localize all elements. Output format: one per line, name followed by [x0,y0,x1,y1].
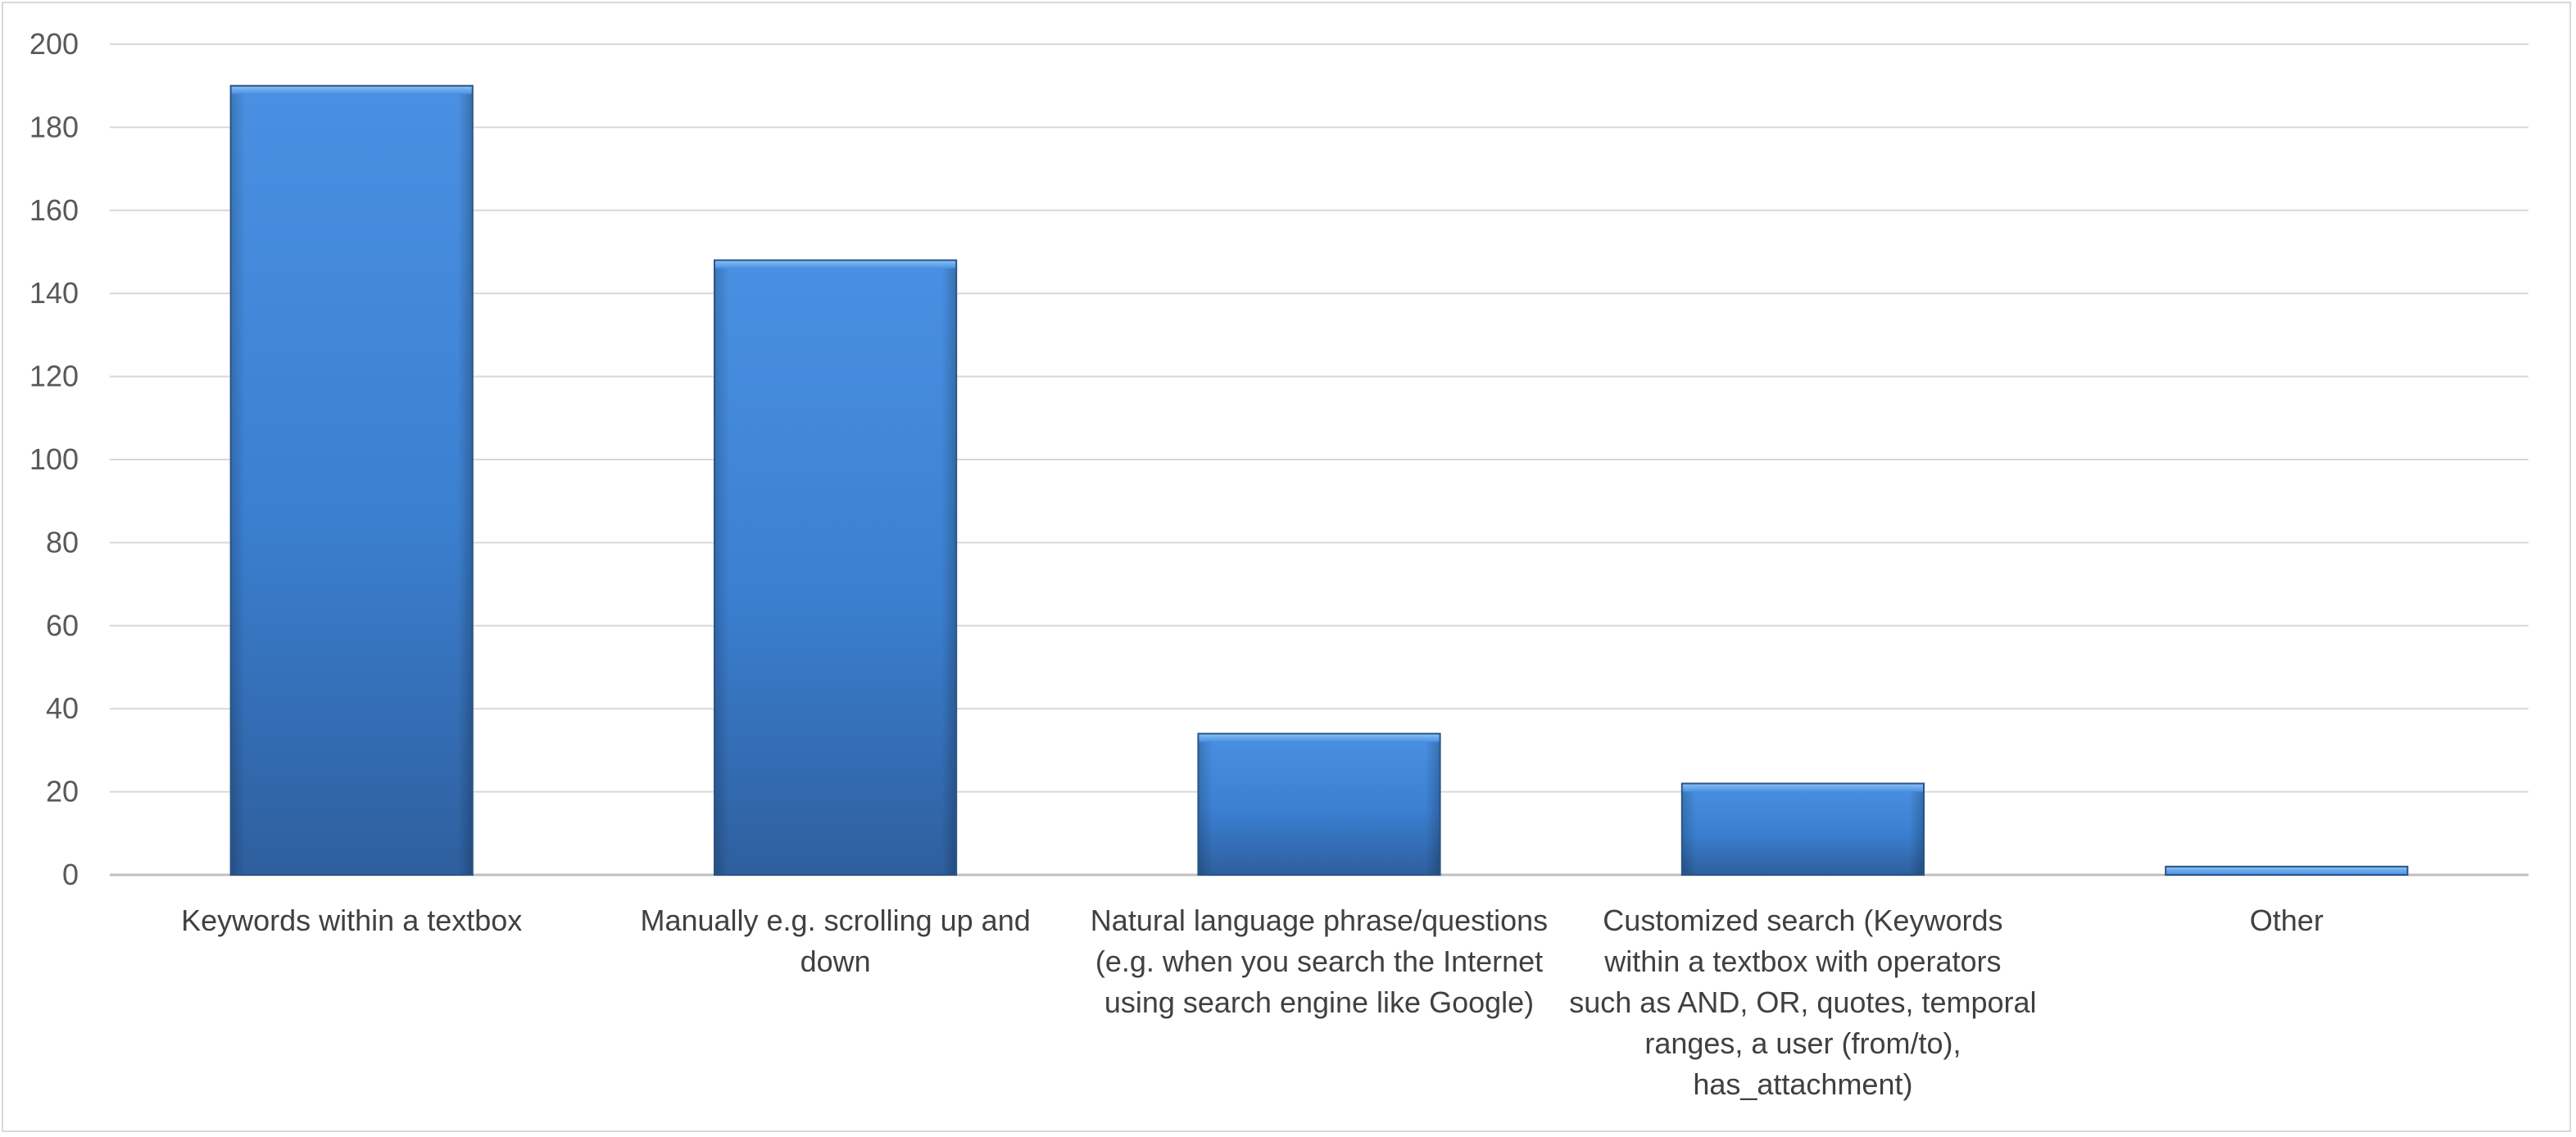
bar-outline [1197,732,1441,876]
y-tick-label: 40 [46,691,79,725]
x-category-label-line: using search engine like Google) [1104,985,1534,1019]
y-tick-label: 200 [29,27,79,61]
bar-group [1680,782,1925,877]
x-axis-category-labels: Keywords within a textbox Manually e.g. s… [181,904,2324,1101]
bars [229,84,2409,877]
x-category-label-line: down [800,944,871,978]
x-category-label-line: Manually e.g. scrolling up and [640,904,1030,937]
bar-shading [714,260,957,875]
bar-outline [229,84,474,876]
x-category-label-line: Other [2250,904,2324,937]
bar-group [1197,732,1441,876]
x-category-label: Keywords within a textbox [181,904,522,937]
y-tick-label: 80 [46,525,79,559]
x-category-label-line: Keywords within a textbox [181,904,522,937]
y-tick-label: 60 [46,609,79,642]
x-category-label-line: (e.g. when you search the Internet [1095,944,1543,978]
bar-top-highlight [1681,783,1924,792]
bar-top-highlight [714,260,957,269]
y-tick-label: 140 [29,276,79,310]
x-category-label-line: has_attachment) [1693,1067,1912,1101]
y-tick-label: 160 [29,193,79,227]
x-category-label: Natural language phrase/questions (e.g. w… [1091,904,1548,1019]
x-category-label: Manually e.g. scrolling up and down [640,904,1030,978]
bar-group [229,84,474,876]
bar-outline [714,259,958,876]
x-category-label: Other [2250,904,2324,937]
x-category-label-line: Customized search (Keywords [1603,904,2002,937]
bar-outline [2165,865,2409,876]
y-tick-label: 0 [62,858,79,891]
bar-top-highlight [2166,866,2408,875]
bar-group [2165,865,2409,876]
x-category-label-line: within a textbox with operators [1603,944,2001,978]
y-axis-tick-labels: 0 20 40 60 80 100 120 140 160 180 200 [29,27,79,891]
gridlines [110,43,2528,877]
bar-group [714,259,958,876]
x-category-label: Customized search (Keywords within a text… [1569,904,2036,1101]
bar-top-highlight [1198,733,1440,742]
bar-shading [1681,783,1924,875]
bar-top-highlight [230,85,473,94]
x-category-label-line: Natural language phrase/questions [1091,904,1548,937]
y-tick-label: 100 [29,442,79,476]
bar-shading [1198,733,1440,875]
bar-shading [230,85,473,875]
bar-outline [1680,782,1925,877]
x-category-label-line: such as AND, OR, quotes, temporal [1569,985,2036,1019]
y-tick-label: 180 [29,110,79,143]
y-tick-label: 120 [29,360,79,393]
y-tick-label: 20 [46,775,79,809]
x-category-label-line: ranges, a user (from/to), [1644,1026,1961,1060]
